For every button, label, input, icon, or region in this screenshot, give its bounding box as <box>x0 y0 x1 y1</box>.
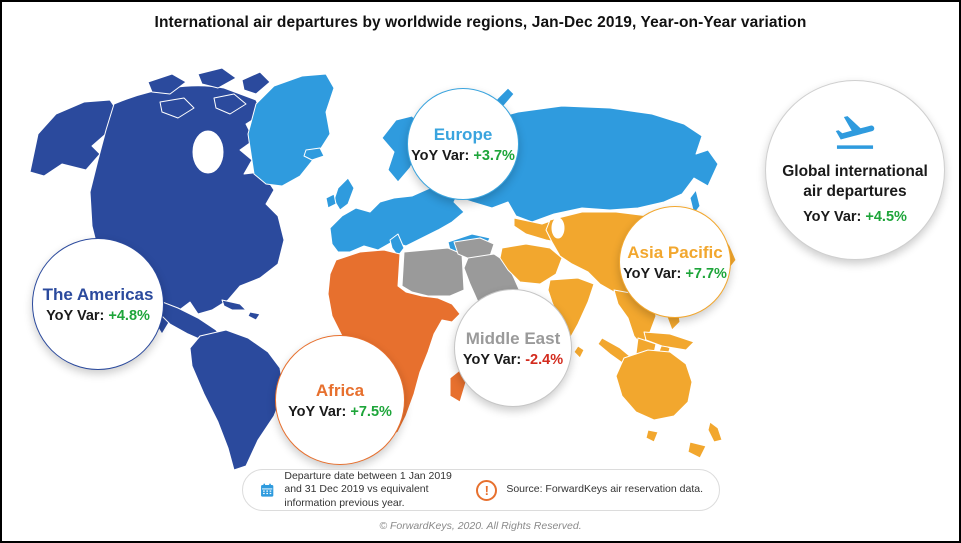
region-yoy: YoY Var: +4.8% <box>46 308 150 324</box>
region-badge-americas: The Americas YoY Var: +4.8% <box>32 238 164 370</box>
yoy-label: YoY Var: <box>288 403 347 420</box>
source-note: Source: ForwardKeys air reservation data… <box>506 483 703 496</box>
yoy-value: +4.8% <box>108 307 150 324</box>
yoy-value: -2.4% <box>525 351 564 368</box>
calendar-icon <box>261 483 274 497</box>
copyright-footer: © ForwardKeys, 2020. All Rights Reserved… <box>379 520 582 532</box>
departure-note: Departure date between 1 Jan 2019 and 31… <box>284 469 452 509</box>
region-badge-asia-pacific: Asia Pacific YoY Var: +7.7% <box>619 206 731 318</box>
footnote-pill: Departure date between 1 Jan 2019 and 31… <box>242 469 720 511</box>
global-title-line1: Global international <box>782 162 928 180</box>
global-yoy: YoY Var: +4.5% <box>803 209 907 225</box>
region-yoy: YoY Var: +7.5% <box>288 404 392 420</box>
region-badge-africa: Africa YoY Var: +7.5% <box>275 335 405 465</box>
alert-circle-icon: ! <box>476 479 498 501</box>
yoy-value: +7.7% <box>685 265 727 282</box>
yoy-value: +4.5% <box>865 209 907 226</box>
region-name: The Americas <box>42 284 154 304</box>
global-title-line2: air departures <box>803 183 907 200</box>
region-name: Asia Pacific <box>627 242 723 262</box>
yoy-label: YoY Var: <box>623 265 682 282</box>
global-badge: Global international air departures YoY … <box>765 80 945 260</box>
region-yoy: YoY Var: +7.7% <box>623 266 727 282</box>
yoy-value: +3.7% <box>473 147 515 164</box>
region-badge-europe: Europe YoY Var: +3.7% <box>407 88 519 200</box>
region-name: Middle East <box>465 328 561 348</box>
region-badge-middle-east: Middle East YoY Var: -2.4% <box>454 289 572 407</box>
airplane-takeoff-icon <box>829 115 881 153</box>
yoy-label: YoY Var: <box>411 147 470 164</box>
yoy-label: YoY Var: <box>462 351 522 368</box>
yoy-label: YoY Var: <box>803 209 862 226</box>
region-yoy: YoY Var: -2.4% <box>463 352 563 368</box>
page-title: International air departures by worldwid… <box>154 14 807 31</box>
hudson-bay <box>192 130 224 174</box>
yoy-label: YoY Var: <box>46 307 105 324</box>
region-name: Africa <box>315 380 365 400</box>
region-name: Europe <box>433 124 493 144</box>
region-yoy: YoY Var: +3.7% <box>411 148 515 164</box>
yoy-value: +7.5% <box>350 403 392 420</box>
caspian-sea <box>551 217 565 239</box>
